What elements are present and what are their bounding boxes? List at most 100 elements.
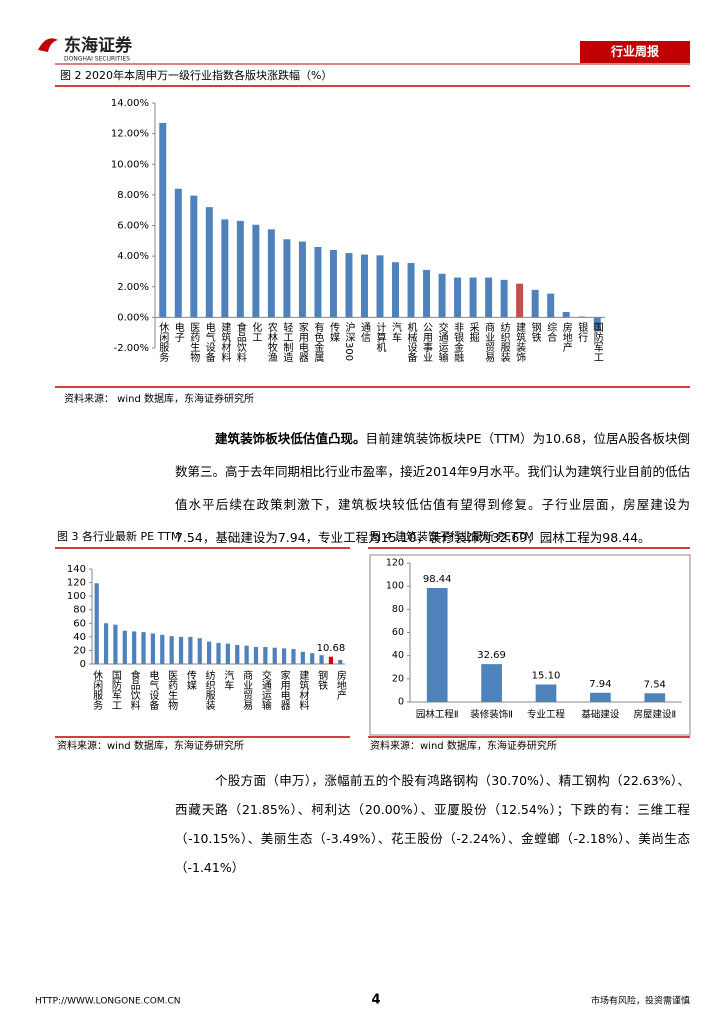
x-tick-label: 公用事业	[421, 322, 433, 362]
bar	[590, 692, 611, 702]
bar	[392, 262, 400, 318]
bar	[272, 647, 277, 664]
bar	[132, 631, 137, 664]
logo-icon	[38, 38, 58, 52]
x-tick-label: 装修装饰Ⅱ	[470, 709, 513, 721]
bar	[547, 293, 555, 318]
bar	[593, 317, 601, 331]
source: 资料来源： wind 数据库，东海证券研究所	[64, 392, 254, 405]
paragraph: 建筑装饰板块低估值凸现。目前建筑装饰板块PE（TTM）为10.68，位居A股各板…	[175, 422, 690, 554]
x-tick-label: 建筑材料	[297, 669, 309, 711]
caption: 图 4 建筑装饰子行业最新 PETTM	[370, 529, 534, 543]
y-tick-label: 60	[73, 618, 86, 629]
x-tick-label: 汽车	[222, 669, 234, 691]
y-tick-label: 60	[392, 627, 404, 638]
caption: 图 3 各行业最新 PE TTM	[57, 529, 180, 543]
x-tick-label: 银行	[576, 321, 588, 343]
bar	[376, 255, 384, 318]
bar	[281, 648, 287, 664]
bar	[188, 636, 193, 664]
bar	[225, 643, 230, 664]
bar	[94, 583, 99, 664]
bar	[216, 642, 221, 664]
bar	[205, 207, 213, 318]
paragraph-text: 个股方面（申万），涨幅前五的个股有鸿路钢构（30.70%）、精工钢构（22.63…	[175, 773, 690, 875]
logo-cn: 东海证券	[64, 35, 133, 56]
bar	[329, 250, 337, 318]
y-tick-label: 120	[386, 558, 404, 569]
x-tick-label: 采掘	[467, 322, 479, 343]
bar	[535, 684, 557, 702]
x-tick-label: 房地产	[334, 669, 346, 701]
bar	[235, 645, 240, 664]
bar	[338, 659, 343, 664]
x-tick-label: 交通运输	[436, 321, 448, 363]
tag-box	[580, 41, 690, 63]
page-number: 4	[371, 993, 380, 1008]
bar	[300, 651, 305, 664]
bar	[578, 316, 586, 318]
y-tick-label: 20	[73, 645, 86, 656]
bar	[122, 630, 127, 664]
x-tick-label: 房屋建设Ⅱ	[633, 709, 676, 721]
bar	[159, 122, 167, 318]
x-tick-label: 电子	[172, 321, 184, 342]
x-tick-label: 医药生物	[188, 322, 200, 363]
x-tick-label: 农林牧渔	[265, 321, 277, 363]
paragraph-lead: 建筑装饰板块低估值凸现。	[215, 431, 366, 446]
bar	[562, 312, 570, 318]
x-tick-label: 传媒	[184, 670, 196, 691]
y-tick-label: 100	[386, 581, 404, 592]
bar	[113, 624, 118, 664]
x-tick-label: 钢铁	[316, 669, 328, 691]
caption: 图 2 2020年本周申万一级行业指数各版块涨跌幅（%）	[60, 68, 332, 82]
x-tick-label: 机械设备	[405, 321, 417, 363]
bar	[360, 254, 368, 318]
bar	[174, 188, 182, 318]
x-tick-label: 纺织服装	[498, 321, 510, 363]
y-tick-label: 0.00%	[117, 312, 149, 323]
y-tick-label: 100	[67, 591, 86, 602]
logo-en: DONGHAI SECURITIES	[64, 56, 130, 63]
y-tick-label: 8.00%	[117, 190, 149, 201]
x-tick-label: 钢铁	[529, 321, 541, 343]
bar	[252, 224, 260, 318]
x-tick-label: 房地产	[560, 321, 572, 353]
bar	[236, 220, 244, 318]
x-tick-label: 沪深300	[343, 321, 355, 361]
bar	[221, 219, 229, 318]
bar	[485, 277, 493, 318]
bar	[314, 246, 322, 318]
x-tick-label: 非银金融	[452, 322, 464, 363]
y-tick-label: 4.00%	[117, 251, 149, 262]
bar	[423, 269, 431, 318]
bar	[253, 647, 259, 664]
y-tick-label: 20	[392, 673, 404, 684]
chart-frame	[369, 554, 691, 736]
y-tick-label: 2.00%	[117, 282, 149, 293]
bar	[141, 632, 146, 664]
y-tick-label: 14.00%	[111, 98, 149, 109]
source: 资料来源：wind 数据库，东海证券研究所	[370, 739, 557, 752]
y-tick-label: 40	[73, 632, 86, 643]
x-tick-label: 医药生物	[166, 670, 178, 711]
x-tick-label: 纺织服装	[203, 669, 215, 711]
x-tick-label: 休闲服务	[157, 322, 169, 363]
x-tick-label: 化工	[250, 321, 262, 342]
bar	[103, 623, 109, 664]
paragraph: 个股方面（申万），涨幅前五的个股有鸿路钢构（30.70%）、精工钢构（22.63…	[175, 766, 690, 882]
bar	[328, 656, 334, 664]
data-label: 7.94	[589, 679, 611, 690]
x-tick-label: 传媒	[327, 322, 339, 343]
x-tick-label: 建筑材料	[219, 321, 231, 363]
data-label: 15.10	[532, 671, 561, 682]
bar	[310, 653, 315, 664]
bar	[150, 633, 156, 664]
y-tick-label: 140	[67, 564, 86, 575]
data-label: 32.69	[477, 650, 506, 661]
x-tick-label: 基础建设	[581, 709, 620, 721]
x-tick-label: 国防军工	[591, 322, 603, 362]
x-tick-label: 家用电器	[278, 669, 290, 711]
bar	[197, 638, 202, 664]
